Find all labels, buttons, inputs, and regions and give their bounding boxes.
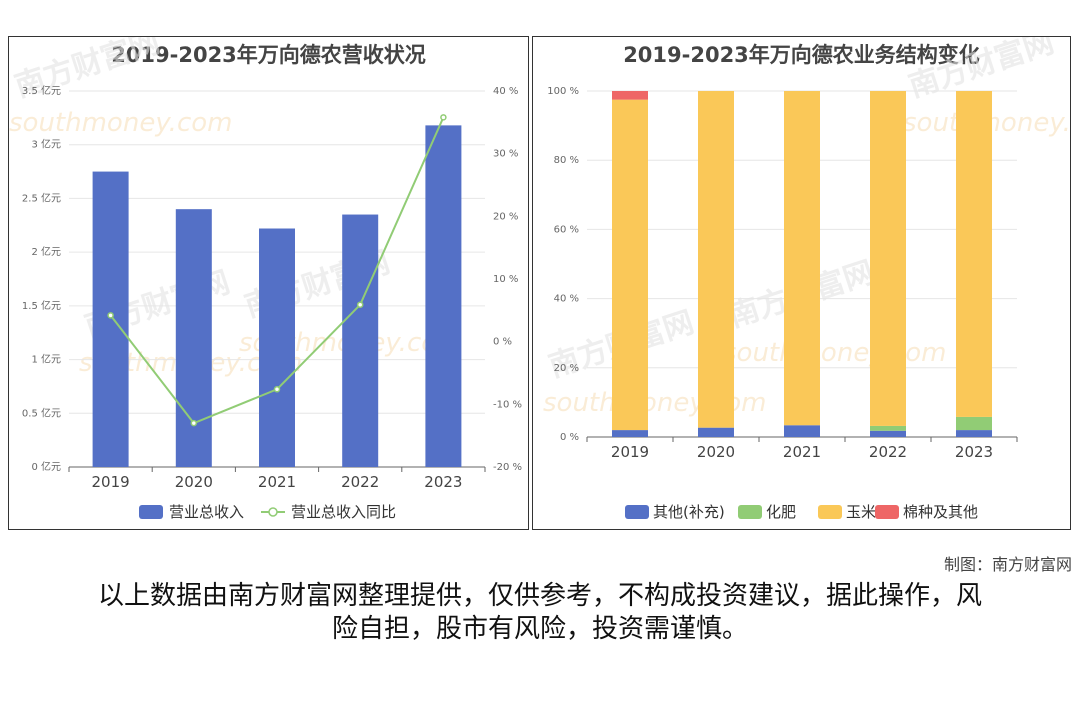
y2-tick-label: -20 % — [493, 462, 522, 473]
y-tick-label: 100 % — [547, 86, 579, 97]
legend-label: 其他(补充) — [653, 503, 725, 521]
stacked-bar-segment — [956, 91, 992, 417]
legend-swatch — [738, 505, 762, 519]
y-tick-label: 2.5 亿元 — [22, 191, 61, 204]
y-tick-label: 40 % — [554, 294, 579, 305]
legend-swatch — [818, 505, 842, 519]
watermark-text: southmoney.com — [9, 108, 232, 138]
stacked-bar-segment — [698, 91, 734, 428]
chart-title: 2019-2023年万向德农业务结构变化 — [623, 43, 980, 67]
structure-chart-panel: 2019-2023年万向德农业务结构变化 南方财富网 southmoney.com… — [532, 36, 1072, 530]
legend-label: 营业总收入 — [169, 503, 244, 521]
y-tick-label: 3.5 亿元 — [22, 84, 61, 97]
chart-credit: 制图：南方财富网 — [943, 555, 1072, 574]
y-tick-label: 0.5 亿元 — [22, 406, 61, 419]
stacked-bar-segment — [612, 91, 648, 100]
stacked-bar-segment — [784, 91, 820, 426]
x-tick-label: 2023 — [424, 473, 462, 491]
revenue-chart: 南方财富网southmoney.com南方财富网southmoney.com南方… — [9, 37, 522, 521]
legend-swatch — [625, 505, 649, 519]
y2-tick-label: 10 % — [493, 274, 518, 285]
yoy-point — [440, 114, 447, 121]
revenue-bar — [175, 209, 212, 467]
y-tick-label: 3 亿元 — [31, 138, 61, 151]
x-tick-label: 2020 — [175, 473, 213, 491]
stacked-bar-segment — [612, 430, 648, 437]
watermark-text: southmoney.com — [723, 338, 946, 368]
revenue-bar — [259, 228, 295, 467]
legend-swatch — [139, 505, 163, 519]
stacked-bar-segment — [956, 416, 992, 431]
stacked-bar-segment — [612, 99, 648, 431]
y-tick-label: 80 % — [554, 155, 579, 166]
x-tick-label: 2020 — [697, 443, 735, 461]
stacked-bar-segment — [870, 91, 906, 426]
x-tick-label: 2021 — [783, 443, 821, 461]
x-tick-label: 2021 — [258, 473, 296, 491]
legend-swatch — [268, 507, 278, 517]
stacked-bar-segment — [870, 425, 906, 431]
stacked-bar-segment — [784, 425, 820, 437]
chart-title: 2019-2023年万向德农营收状况 — [111, 43, 426, 67]
x-tick-label: 2023 — [955, 443, 993, 461]
disclaimer-line: 以上数据由南方财富网整理提供，仅供参考，不构成投资建议，据此操作，风 — [97, 581, 982, 611]
yoy-point — [190, 419, 198, 427]
y-tick-label: 1.5 亿元 — [22, 299, 61, 312]
structure-chart: 南方财富网southmoney.com南方财富网southmoney.com南方… — [543, 37, 1072, 521]
y-tick-label: 20 % — [554, 363, 579, 374]
y-tick-label: 0 亿元 — [31, 460, 61, 473]
revenue-bar — [342, 214, 379, 467]
y-tick-label: 0 % — [560, 432, 579, 443]
yoy-point — [273, 386, 281, 393]
x-tick-label: 2019 — [611, 443, 649, 461]
yoy-point — [107, 312, 114, 319]
x-tick-label: 2022 — [341, 473, 379, 491]
x-tick-label: 2019 — [92, 473, 130, 491]
stacked-bar-segment — [956, 430, 992, 437]
disclaimer: 以上数据由南方财富网整理提供，仅供参考，不构成投资建议，据此操作，风 险自担，股… — [40, 580, 1040, 646]
legend-label: 营业总收入同比 — [291, 503, 396, 521]
stacked-bar-segment — [870, 430, 906, 437]
y2-tick-label: -10 % — [493, 399, 522, 410]
y2-tick-label: 30 % — [493, 149, 518, 160]
disclaimer-line: 险自担，股市有风险，投资需谨慎。 — [331, 614, 748, 644]
legend-swatch — [875, 505, 899, 519]
y2-tick-label: 0 % — [493, 337, 512, 348]
stacked-bar-segment — [698, 427, 734, 437]
revenue-bar — [92, 171, 129, 468]
y-tick-label: 2 亿元 — [31, 245, 61, 258]
legend-label: 化肥 — [766, 503, 796, 521]
revenue-bar — [425, 125, 462, 468]
yoy-point — [356, 301, 364, 308]
y2-tick-label: 20 % — [493, 211, 518, 222]
y-tick-label: 60 % — [554, 224, 579, 235]
x-tick-label: 2022 — [869, 443, 907, 461]
legend-label: 棉种及其他 — [903, 503, 978, 521]
y2-tick-label: 40 % — [493, 86, 518, 97]
y-tick-label: 1 亿元 — [31, 353, 61, 366]
legend-label: 玉米 — [846, 503, 876, 521]
revenue-chart-panel: 2019-2023年万向德农营收状况 南方财富网 southmoney.com 南方… — [8, 36, 529, 530]
